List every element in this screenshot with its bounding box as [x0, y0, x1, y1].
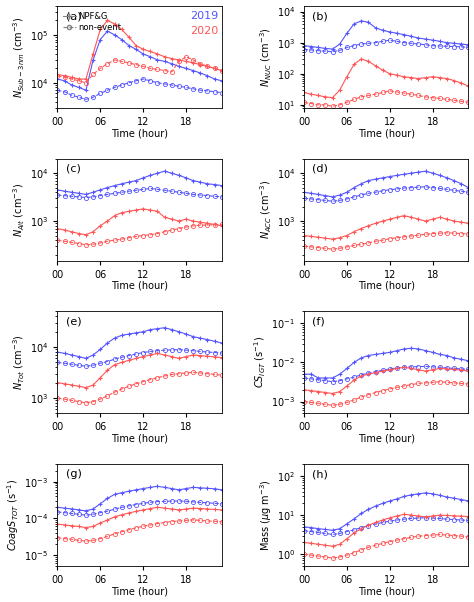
Y-axis label: Mass ($\mu$g m$^{-3}$): Mass ($\mu$g m$^{-3}$)	[258, 479, 274, 551]
Y-axis label: $N_{ACC}$ (cm$^{-3}$): $N_{ACC}$ (cm$^{-3}$)	[258, 180, 273, 239]
X-axis label: Time (hour): Time (hour)	[111, 433, 168, 444]
Text: (h): (h)	[312, 470, 328, 479]
X-axis label: Time (hour): Time (hour)	[111, 128, 168, 138]
Y-axis label: $CoagS_{TOT}$ (s$^{-1}$): $CoagS_{TOT}$ (s$^{-1}$)	[6, 479, 21, 551]
Text: (b): (b)	[312, 11, 328, 21]
X-axis label: Time (hour): Time (hour)	[111, 586, 168, 597]
Text: (d): (d)	[312, 164, 328, 174]
Y-axis label: $CS_{IGT}$ (s$^{-1}$): $CS_{IGT}$ (s$^{-1}$)	[253, 337, 268, 388]
Text: (a): (a)	[65, 11, 81, 21]
Y-axis label: $N_{NUC}$ (cm$^{-3}$): $N_{NUC}$ (cm$^{-3}$)	[258, 27, 273, 87]
Y-axis label: $N_{Sub-3nm}$ (cm$^{-3}$): $N_{Sub-3nm}$ (cm$^{-3}$)	[12, 16, 27, 98]
Text: (e): (e)	[65, 317, 81, 326]
Y-axis label: $N_{Tot}$ (cm$^{-3}$): $N_{Tot}$ (cm$^{-3}$)	[12, 335, 27, 390]
Text: 2020: 2020	[190, 26, 219, 36]
Text: 2019: 2019	[190, 11, 219, 21]
Legend: NPF&G, non-event: NPF&G, non-event	[62, 10, 123, 33]
X-axis label: Time (hour): Time (hour)	[358, 128, 415, 138]
X-axis label: Time (hour): Time (hour)	[358, 281, 415, 291]
X-axis label: Time (hour): Time (hour)	[358, 586, 415, 597]
Text: (g): (g)	[65, 470, 82, 479]
Text: (f): (f)	[312, 317, 325, 326]
Y-axis label: $N_{Ait}$ (cm$^{-3}$): $N_{Ait}$ (cm$^{-3}$)	[12, 182, 27, 237]
X-axis label: Time (hour): Time (hour)	[111, 281, 168, 291]
X-axis label: Time (hour): Time (hour)	[358, 433, 415, 444]
Text: (c): (c)	[65, 164, 81, 174]
